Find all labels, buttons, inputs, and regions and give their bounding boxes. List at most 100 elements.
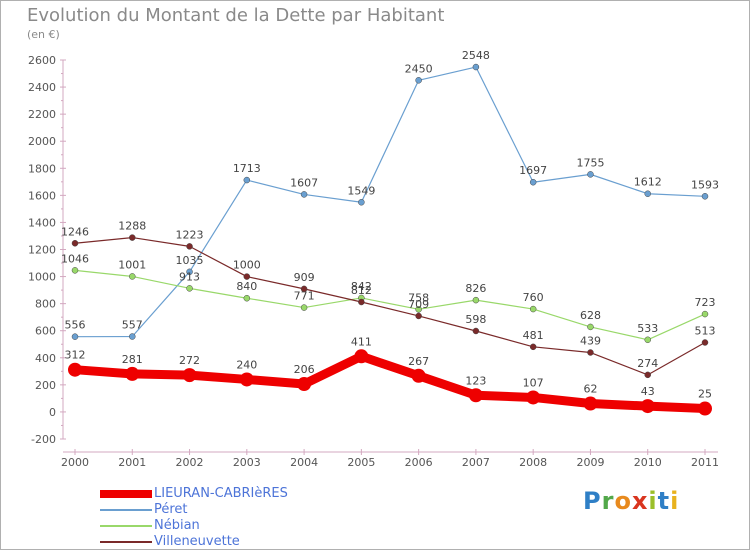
data-point — [587, 323, 594, 331]
data-point — [472, 327, 480, 335]
data-label: 240 — [236, 358, 257, 371]
data-point — [186, 268, 193, 276]
data-point — [300, 304, 308, 311]
data-label: 43 — [641, 385, 655, 398]
legend-swatch — [100, 525, 152, 527]
chart-subtitle: (en €) — [27, 28, 60, 41]
data-point — [587, 171, 594, 178]
y-tick-label: 200 — [35, 379, 56, 392]
data-label: 533 — [637, 322, 658, 335]
data-point — [698, 401, 712, 416]
data-point — [129, 333, 136, 340]
x-tick-label: 2009 — [576, 456, 604, 469]
data-point — [472, 296, 480, 304]
legend-label: Péret — [154, 502, 188, 517]
data-label: 598 — [465, 313, 486, 326]
legend-swatch — [100, 541, 152, 543]
data-label: 826 — [465, 282, 486, 295]
data-point — [243, 273, 251, 280]
data-label: 723 — [695, 296, 716, 309]
series-line-1 — [74, 66, 706, 338]
data-point — [587, 349, 594, 356]
data-label: 206 — [294, 363, 315, 376]
data-point — [129, 273, 136, 280]
data-label: 1288 — [118, 220, 146, 233]
logo-letter: P — [583, 487, 602, 515]
y-tick-label: 2600 — [28, 54, 56, 67]
data-label: 25 — [698, 388, 712, 401]
data-label: 481 — [523, 329, 544, 342]
x-tick-label: 2001 — [118, 456, 146, 469]
data-point — [644, 190, 651, 197]
logo-letter: r — [601, 487, 615, 515]
data-point — [415, 77, 422, 84]
x-tick-label: 2000 — [61, 456, 89, 469]
y-tick-label: 1800 — [28, 162, 56, 175]
y-tick-label: 400 — [35, 352, 56, 365]
data-label: 2548 — [462, 49, 490, 62]
data-label: 1035 — [176, 254, 204, 267]
data-point — [358, 298, 365, 306]
data-point — [129, 234, 136, 241]
data-label: 1549 — [347, 184, 375, 197]
data-point — [300, 285, 308, 293]
x-tick-label: 2004 — [290, 456, 318, 469]
data-label: 1046 — [61, 252, 89, 265]
y-tick-label: 1400 — [28, 216, 56, 229]
proxiti-logo: Proxiti — [583, 487, 679, 515]
data-label: 123 — [465, 374, 486, 387]
data-point — [182, 368, 197, 383]
data-label: 1593 — [691, 178, 719, 191]
series-line-3 — [74, 236, 706, 376]
data-point — [468, 388, 483, 403]
y-tick-label: 2200 — [28, 108, 56, 121]
data-label: 909 — [294, 271, 315, 284]
data-label: 758 — [408, 291, 429, 304]
data-point — [125, 366, 140, 381]
data-point — [526, 390, 541, 405]
data-point — [701, 310, 709, 318]
data-point — [529, 178, 537, 186]
data-label: 1612 — [634, 176, 662, 189]
data-point — [411, 368, 426, 383]
x-tick-label: 2011 — [691, 456, 719, 469]
logo-letter: o — [614, 487, 632, 515]
data-label: 771 — [294, 290, 315, 303]
logo-letter: i — [648, 487, 658, 515]
data-point — [583, 396, 598, 411]
y-tick-label: 1000 — [28, 271, 56, 284]
data-point — [701, 339, 709, 346]
x-tick-label: 2005 — [347, 456, 375, 469]
legend-swatch — [100, 490, 152, 498]
data-point — [243, 294, 251, 302]
data-point — [472, 63, 480, 71]
logo-letter: i — [670, 487, 680, 515]
legend-label: Villeneuvette — [154, 534, 240, 549]
y-tick-label: 800 — [35, 298, 56, 311]
data-label: 62 — [583, 383, 597, 396]
data-label: 1001 — [118, 258, 146, 271]
data-label: 1755 — [576, 156, 604, 169]
data-label: 1713 — [233, 162, 261, 175]
data-label: 1223 — [176, 228, 204, 241]
data-label: 272 — [179, 354, 200, 367]
y-tick-label: 0 — [49, 406, 56, 419]
data-point — [68, 362, 82, 377]
data-label: 842 — [351, 280, 372, 293]
data-point — [701, 193, 709, 200]
x-tick-label: 2007 — [462, 456, 490, 469]
data-label: 760 — [523, 291, 544, 304]
data-label: 411 — [351, 335, 372, 348]
logo-letter: t — [657, 487, 671, 515]
data-label: 312 — [65, 349, 86, 362]
data-point — [529, 343, 537, 351]
data-label: 1697 — [519, 164, 547, 177]
y-tick-label: -200 — [31, 433, 56, 446]
chart-title: Evolution du Montant de la Dette par Hab… — [27, 5, 445, 26]
data-point — [415, 312, 422, 320]
data-point — [644, 371, 651, 379]
y-tick-label: 2400 — [28, 81, 56, 94]
data-label: 281 — [122, 353, 143, 366]
data-label: 2450 — [405, 62, 433, 75]
